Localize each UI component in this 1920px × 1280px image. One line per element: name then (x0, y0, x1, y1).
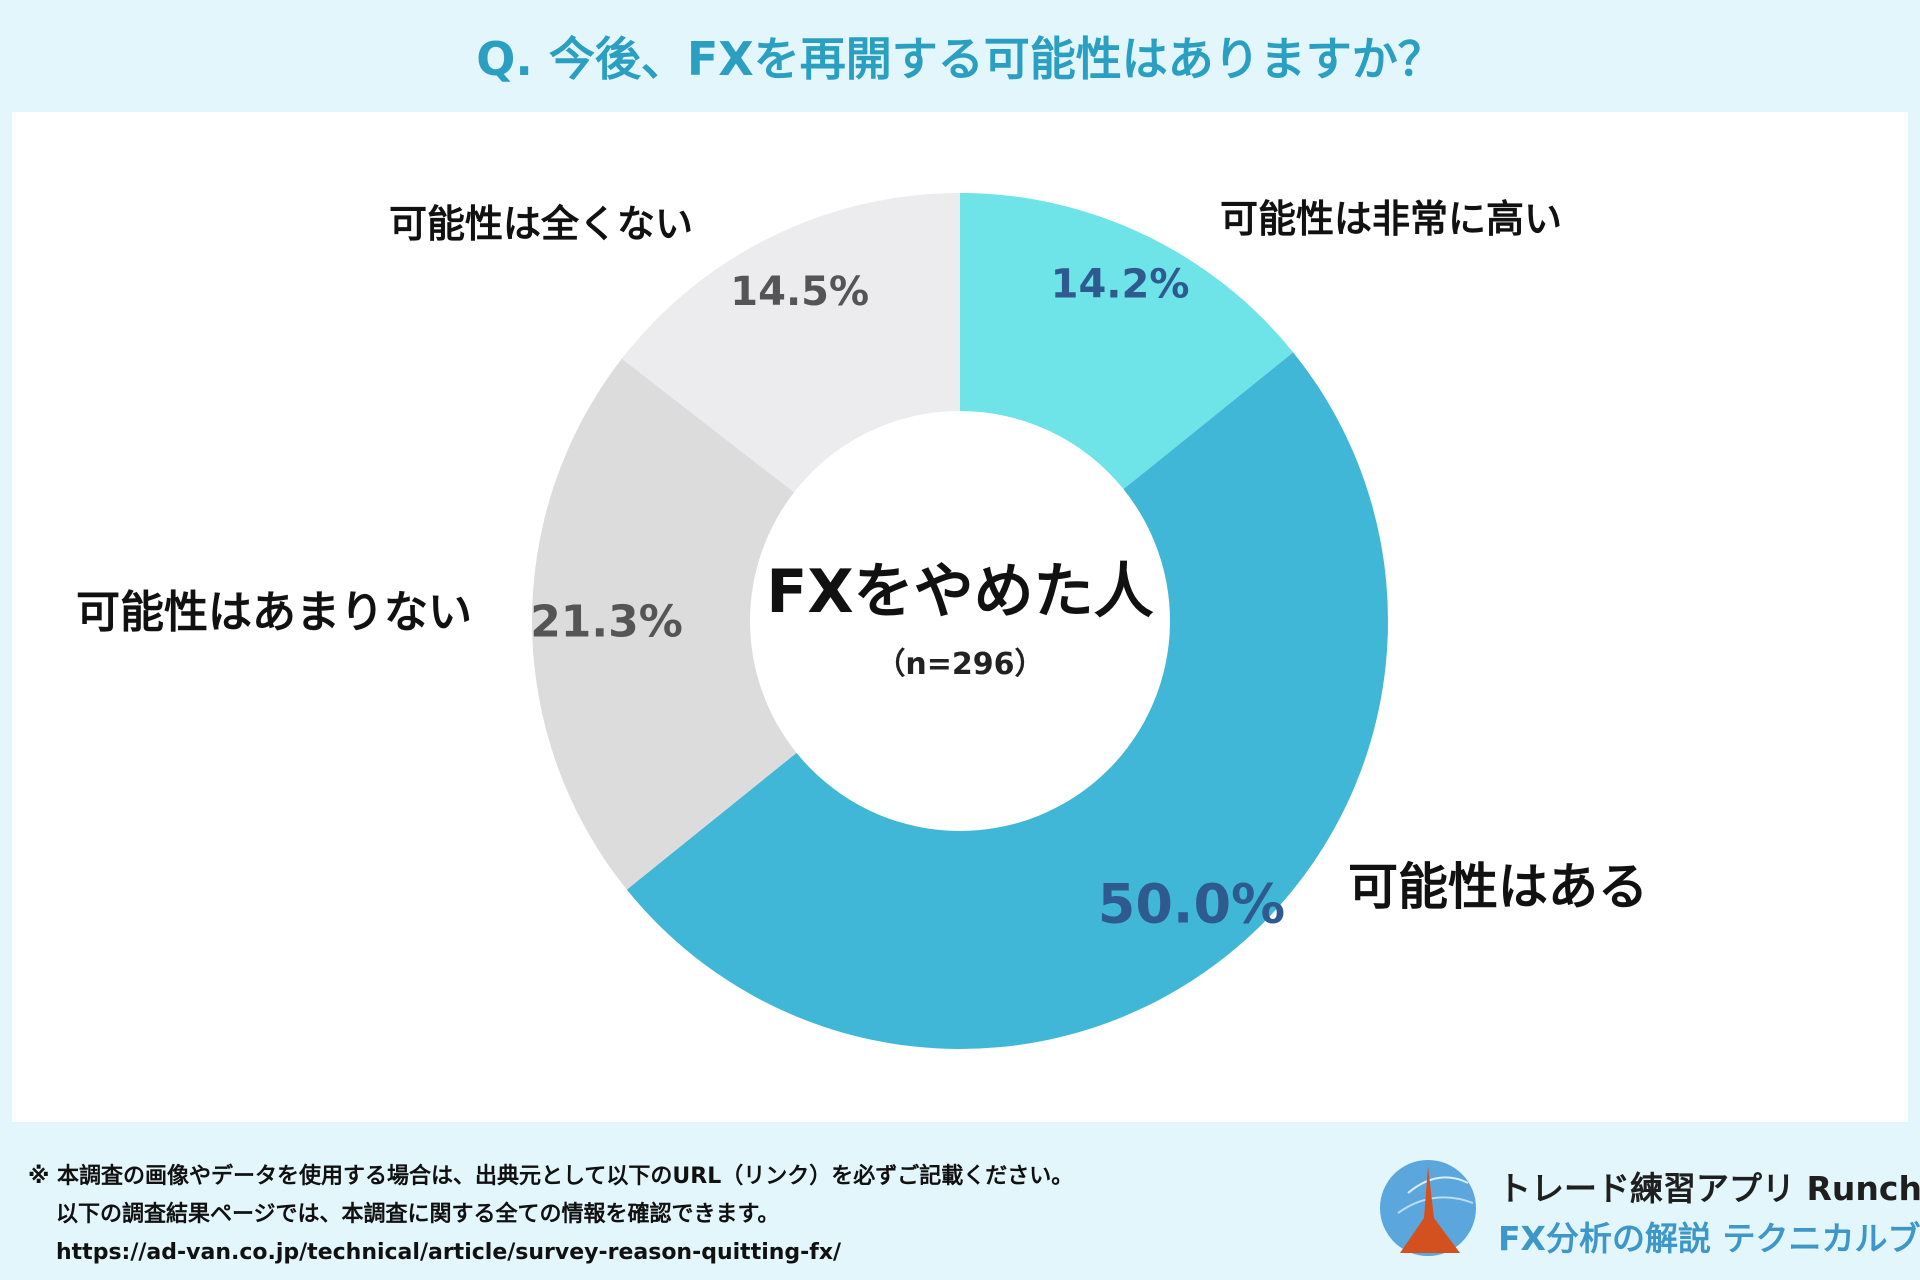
value-label-none: 14.5% (730, 269, 869, 315)
slice-unlikely (532, 358, 797, 890)
center-title: FXをやめた人 (766, 557, 1153, 627)
value-label-possible: 50.0% (1098, 873, 1285, 936)
category-label-possible: 可能性はある (1348, 858, 1648, 916)
usage-notes: ※ 本調査の画像やデータを使用する場合は、出典元として以下のURL（リンク）を必… (28, 1158, 1073, 1272)
category-label-very-high: 可能性は非常に高い (1220, 197, 1562, 241)
footer: ※ 本調査の画像やデータを使用する場合は、出典元として以下のURL（リンク）を必… (0, 1122, 1920, 1280)
brand-app-name: トレード練習アプリ Runcha (1498, 1169, 1920, 1208)
value-label-very-high: 14.2% (1051, 261, 1190, 307)
value-labels: 14.2% 50.0% 21.3% 14.5% (530, 261, 1285, 935)
category-label-none: 可能性は全くない (389, 202, 693, 246)
usage-note-1: ※ 本調査の画像やデータを使用する場合は、出典元として以下のURL（リンク）を必… (28, 1164, 1074, 1189)
runcha-logo-icon (1380, 1160, 1476, 1256)
source-url[interactable]: https://ad-van.co.jp/technical/article/s… (56, 1240, 842, 1265)
chart-title: Q. 今後、FXを再開する可能性はありますか？ (476, 32, 1444, 86)
chart-panel: 14.2% 50.0% 21.3% 14.5% 可能性は非常に高い 可能性はある 可能性は… (12, 112, 1908, 1122)
brand-block: トレード練習アプリ Runcha FX分析の解説 テクニカルブック (1378, 1158, 1920, 1258)
slice-very-high (960, 193, 1294, 490)
brand-tagline: FX分析の解説 テクニカルブック (1498, 1219, 1920, 1258)
donut-slices (532, 192, 1388, 1049)
slice-none (621, 192, 960, 493)
donut-chart: 14.2%50.0%21.3%14.5% 可能性は非常に高い可能性はある可能性は… (76, 192, 1648, 1049)
center-sample-size: （n=296） (875, 647, 1044, 682)
category-label-unlikely: 可能性はあまりない (76, 587, 472, 638)
value-label-unlikely: 21.3% (530, 596, 683, 647)
slice-possible (626, 352, 1388, 1049)
usage-note-2: 以下の調査結果ページでは、本調査に関する全ての情報を確認できます。 (56, 1202, 780, 1227)
